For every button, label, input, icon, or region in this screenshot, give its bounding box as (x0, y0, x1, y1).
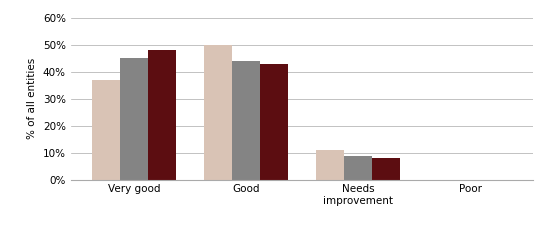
Bar (148, 50, 176, 180)
Legend: 2006/07, 2007/08, 2008/09: 2006/07, 2007/08, 2008/09 (187, 247, 417, 250)
Bar (232, 61, 260, 180)
Bar (260, 64, 288, 180)
Y-axis label: % of all entities: % of all entities (27, 58, 38, 140)
Bar (120, 58, 148, 180)
Bar (344, 156, 372, 180)
Bar (92, 80, 120, 180)
Bar (372, 158, 400, 180)
Bar (204, 44, 232, 180)
Bar (316, 150, 344, 180)
